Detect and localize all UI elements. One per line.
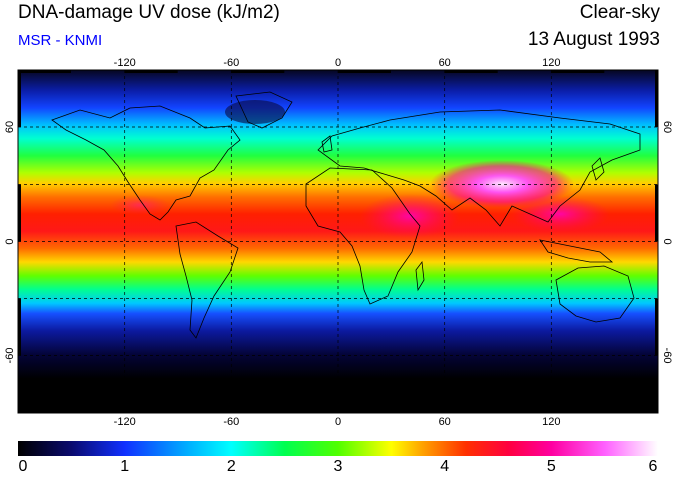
colorbar-tick-label: 1: [120, 458, 130, 475]
lon-label-bottom: 0: [335, 416, 341, 428]
lon-label-bottom: -60: [223, 416, 239, 428]
lon-label-bottom: -120: [114, 416, 136, 428]
lat-label-right: -60: [661, 348, 673, 364]
sky-condition-label: Clear-sky: [579, 2, 660, 23]
colorbar-tick-label: 2: [226, 458, 236, 475]
lon-label-top: -120: [114, 57, 136, 69]
lon-label-top: 60: [439, 57, 451, 69]
lon-label-bottom: 60: [439, 416, 451, 428]
lon-label-top: -60: [223, 57, 239, 69]
lat-label-left: 0: [4, 238, 16, 244]
coastlines: [18, 91, 658, 403]
lat-label-left: -60: [4, 348, 16, 364]
lat-label-right: 0: [661, 238, 673, 244]
date-label: 13 August 1993: [527, 29, 660, 50]
map-title: DNA-damage UV dose (kJ/m2): [18, 2, 280, 23]
colorbar-tick-label: 4: [440, 458, 450, 475]
lon-label-bottom: 120: [542, 416, 560, 428]
colorbar-tick-label: 3: [333, 458, 343, 475]
lon-label-top: 0: [335, 57, 341, 69]
colorbar: [18, 441, 658, 456]
source-label: MSR - KNMI: [18, 32, 103, 49]
colorbar-tick-label: 6: [648, 458, 658, 475]
frame-ticks: [18, 70, 658, 413]
lat-label-left: 60: [4, 121, 16, 133]
uv-dose-map: -120 -60 0 60 120 -120 -60 0 60 120 60 0…: [4, 57, 673, 428]
colorbar-tick-label: 0: [18, 458, 28, 475]
lat-label-right: 60: [661, 121, 673, 133]
colorbar-tick-label: 5: [546, 458, 556, 475]
lon-label-top: 120: [542, 57, 560, 69]
